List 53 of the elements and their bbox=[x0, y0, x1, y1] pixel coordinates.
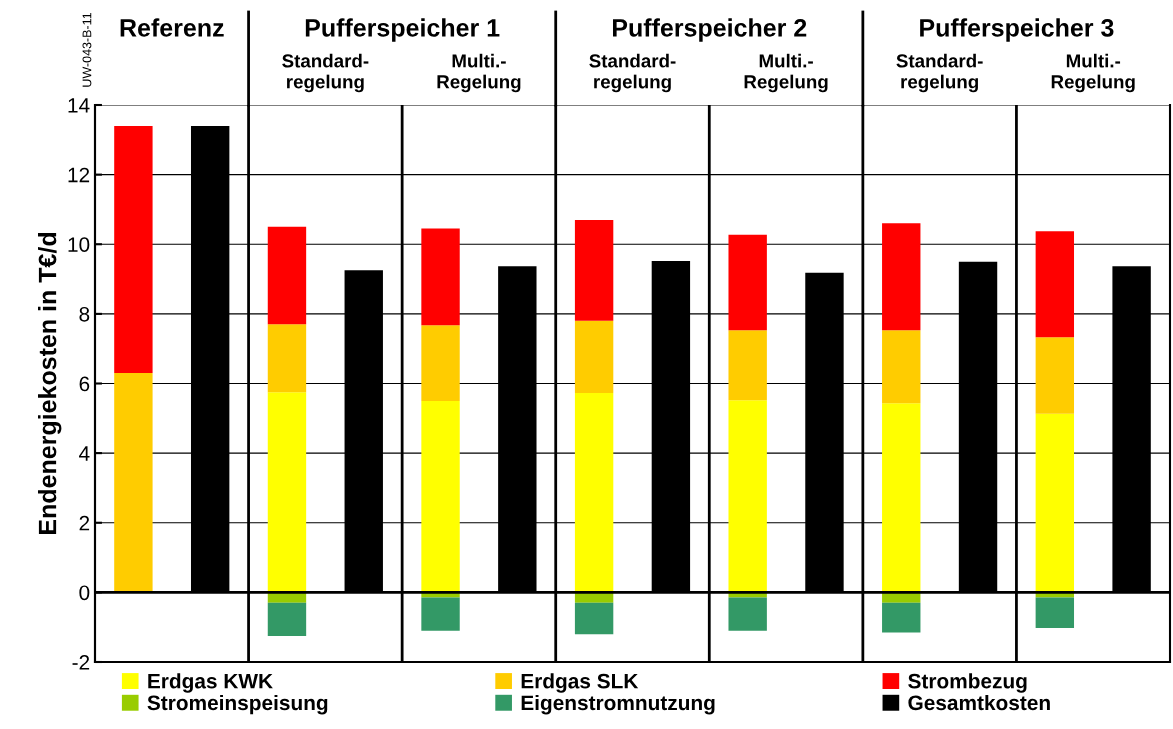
text: Multi.- Regelung bbox=[437, 53, 521, 93]
y-tick-label: 2 bbox=[79, 515, 90, 531]
bar bbox=[574, 320, 614, 393]
text: Pufferspeicher 3 bbox=[920, 18, 1114, 42]
bar bbox=[1035, 413, 1075, 593]
bar bbox=[882, 223, 921, 331]
y-tick-label: 10 bbox=[68, 237, 90, 252]
bar bbox=[882, 602, 921, 633]
bar bbox=[114, 125, 153, 374]
bar bbox=[421, 325, 460, 401]
text: UW-043-B-11 bbox=[82, 12, 92, 87]
y-tick-label: 4 bbox=[79, 446, 90, 461]
y-tick-label: 8 bbox=[79, 306, 90, 322]
y-tick-label: -2 bbox=[72, 655, 90, 670]
bar bbox=[882, 403, 921, 593]
legend-label: Erdgas KWK bbox=[148, 673, 273, 693]
bar bbox=[728, 400, 767, 593]
y-tick-label: 14 bbox=[68, 98, 90, 113]
legend-label: Stromeinspeisung bbox=[147, 694, 328, 715]
bar bbox=[728, 330, 767, 401]
bar bbox=[421, 228, 460, 326]
text: Pufferspeicher 1 bbox=[305, 18, 500, 42]
bar bbox=[421, 400, 460, 593]
bar bbox=[421, 597, 460, 631]
legend-label: Gesamtkosten bbox=[908, 694, 1050, 711]
legend-label: Erdgas SLK bbox=[521, 673, 639, 693]
text: Multi.- Regelung bbox=[1051, 53, 1135, 93]
bar bbox=[574, 219, 614, 321]
legend-label: Strombezug bbox=[908, 673, 1027, 693]
y-tick-label: 0 bbox=[79, 585, 90, 601]
text: Multi.- Regelung bbox=[744, 53, 828, 93]
bar bbox=[114, 373, 153, 593]
bar bbox=[728, 234, 767, 331]
text: Pufferspeicher 2 bbox=[613, 18, 807, 42]
y-tick-label: 6 bbox=[79, 376, 90, 392]
text: Standard- regelung bbox=[589, 53, 676, 93]
bar bbox=[1035, 231, 1075, 338]
bar bbox=[728, 597, 767, 631]
y-tick-label: 12 bbox=[68, 167, 90, 183]
bar bbox=[267, 602, 307, 636]
y-axis-title: Endenergiekosten in T€/d bbox=[38, 233, 62, 534]
text: Referenz bbox=[120, 18, 224, 37]
bar bbox=[882, 330, 921, 404]
bar bbox=[1035, 337, 1075, 414]
legend-label: Eigenstromnutzung bbox=[521, 694, 715, 715]
text: Standard- regelung bbox=[896, 53, 983, 93]
bar bbox=[267, 324, 307, 393]
bar bbox=[267, 226, 307, 325]
text: Standard- regelung bbox=[282, 53, 369, 93]
bar bbox=[574, 602, 614, 635]
bar bbox=[1035, 597, 1075, 628]
bar bbox=[267, 392, 307, 593]
bar bbox=[574, 392, 614, 593]
